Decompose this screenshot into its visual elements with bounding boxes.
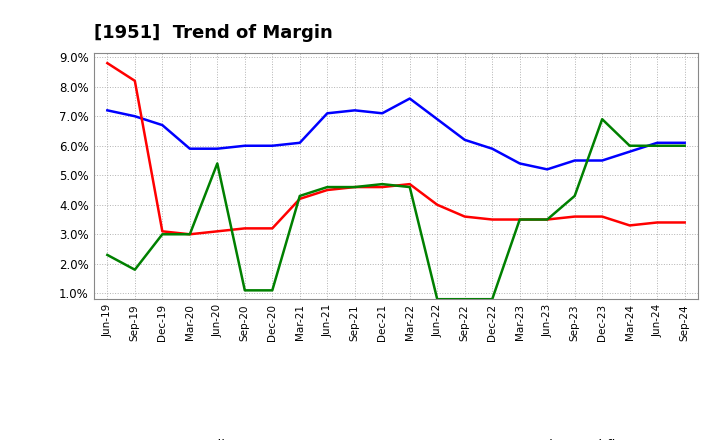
Net Income	[158, 229, 166, 234]
Ordinary Income	[130, 114, 139, 119]
Ordinary Income	[268, 143, 276, 148]
Net Income	[405, 181, 414, 187]
Line: Ordinary Income: Ordinary Income	[107, 99, 685, 169]
Net Income	[323, 187, 332, 193]
Ordinary Income	[543, 167, 552, 172]
Ordinary Income	[158, 122, 166, 128]
Text: [1951]  Trend of Margin: [1951] Trend of Margin	[94, 24, 333, 42]
Operating Cashflow	[240, 288, 249, 293]
Ordinary Income	[186, 146, 194, 151]
Operating Cashflow	[323, 184, 332, 190]
Net Income	[570, 214, 579, 219]
Net Income	[130, 78, 139, 84]
Ordinary Income	[351, 108, 359, 113]
Operating Cashflow	[626, 143, 634, 148]
Ordinary Income	[103, 108, 112, 113]
Operating Cashflow	[543, 217, 552, 222]
Operating Cashflow	[460, 297, 469, 302]
Ordinary Income	[516, 161, 524, 166]
Operating Cashflow	[516, 217, 524, 222]
Operating Cashflow	[405, 184, 414, 190]
Operating Cashflow	[433, 297, 441, 302]
Operating Cashflow	[130, 267, 139, 272]
Ordinary Income	[378, 110, 387, 116]
Operating Cashflow	[295, 193, 304, 198]
Line: Operating Cashflow: Operating Cashflow	[107, 119, 685, 299]
Net Income	[543, 217, 552, 222]
Operating Cashflow	[186, 231, 194, 237]
Operating Cashflow	[378, 181, 387, 187]
Net Income	[295, 196, 304, 202]
Ordinary Income	[240, 143, 249, 148]
Ordinary Income	[433, 117, 441, 122]
Net Income	[598, 214, 606, 219]
Net Income	[268, 226, 276, 231]
Net Income	[378, 184, 387, 190]
Ordinary Income	[213, 146, 222, 151]
Legend: Ordinary Income, Net Income, Operating Cashflow: Ordinary Income, Net Income, Operating C…	[152, 434, 640, 440]
Net Income	[460, 214, 469, 219]
Ordinary Income	[460, 137, 469, 143]
Ordinary Income	[405, 96, 414, 101]
Ordinary Income	[570, 158, 579, 163]
Operating Cashflow	[680, 143, 689, 148]
Operating Cashflow	[570, 193, 579, 198]
Ordinary Income	[488, 146, 497, 151]
Net Income	[488, 217, 497, 222]
Operating Cashflow	[351, 184, 359, 190]
Operating Cashflow	[213, 161, 222, 166]
Operating Cashflow	[103, 252, 112, 257]
Net Income	[653, 220, 662, 225]
Ordinary Income	[626, 149, 634, 154]
Net Income	[433, 202, 441, 207]
Operating Cashflow	[598, 117, 606, 122]
Net Income	[186, 231, 194, 237]
Ordinary Income	[653, 140, 662, 146]
Ordinary Income	[295, 140, 304, 146]
Line: Net Income: Net Income	[107, 63, 685, 234]
Operating Cashflow	[653, 143, 662, 148]
Net Income	[240, 226, 249, 231]
Ordinary Income	[598, 158, 606, 163]
Ordinary Income	[680, 140, 689, 146]
Net Income	[213, 229, 222, 234]
Ordinary Income	[323, 110, 332, 116]
Operating Cashflow	[158, 231, 166, 237]
Net Income	[680, 220, 689, 225]
Net Income	[626, 223, 634, 228]
Operating Cashflow	[488, 297, 497, 302]
Net Income	[103, 60, 112, 66]
Net Income	[351, 184, 359, 190]
Net Income	[516, 217, 524, 222]
Operating Cashflow	[268, 288, 276, 293]
